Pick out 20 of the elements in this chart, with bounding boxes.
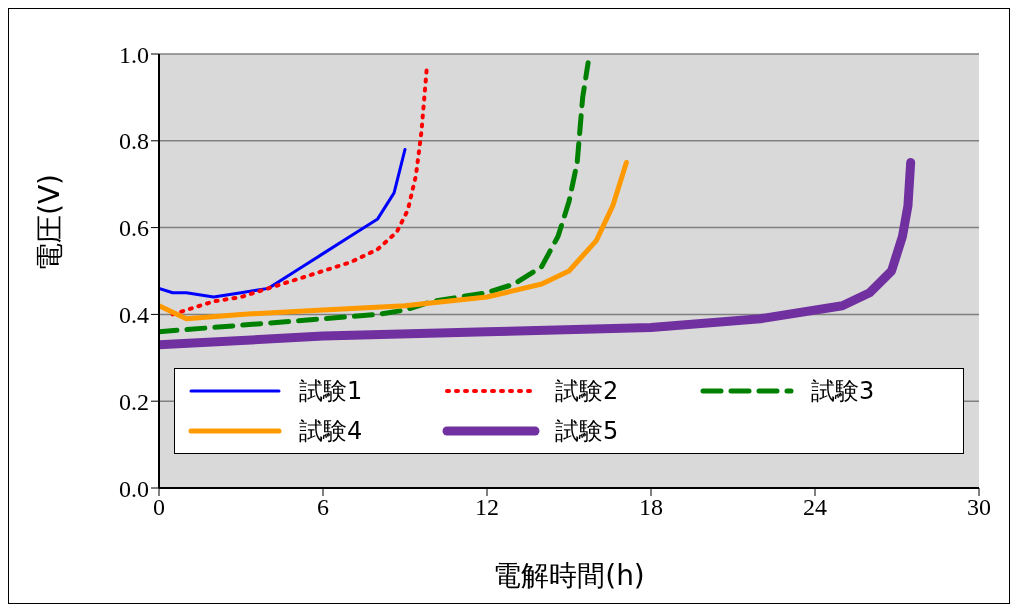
- x-tick-label: 24: [803, 494, 827, 521]
- legend-label: 試験1: [299, 376, 363, 407]
- y-tick-label: 0.2: [119, 388, 149, 415]
- y-tick-label: 0.0: [119, 475, 149, 502]
- x-tick-label: 12: [475, 494, 499, 521]
- y-tick-label: 0.8: [119, 128, 149, 155]
- legend-label: 試験2: [555, 376, 619, 407]
- legend-label: 試験3: [811, 376, 875, 407]
- y-tick-label: 0.4: [119, 301, 149, 328]
- x-tick-label: 18: [639, 494, 663, 521]
- legend-label: 試験4: [299, 416, 363, 447]
- x-axis-title: 電解時間(h): [493, 559, 645, 592]
- x-tick-label: 30: [967, 494, 991, 521]
- y-tick-label: 1.0: [119, 41, 149, 68]
- x-tick-label: 0: [153, 494, 165, 521]
- legend-label: 試験5: [555, 416, 619, 447]
- y-axis-title: 電圧(V): [32, 173, 66, 271]
- line-series: [159, 147, 407, 299]
- x-tick-label: 6: [317, 494, 329, 521]
- y-tick-label: 0.6: [119, 215, 149, 242]
